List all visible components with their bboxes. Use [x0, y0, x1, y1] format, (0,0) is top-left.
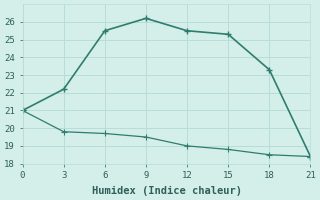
X-axis label: Humidex (Indice chaleur): Humidex (Indice chaleur) — [92, 186, 242, 196]
